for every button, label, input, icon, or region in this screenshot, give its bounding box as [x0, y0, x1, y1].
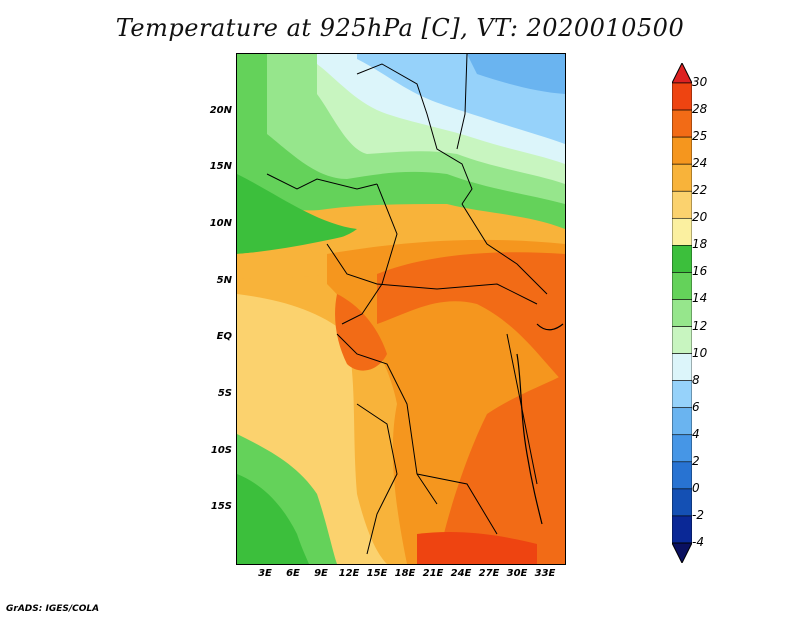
colorbar-bottom-arrow	[672, 542, 692, 563]
lon-label-12e: 12E	[338, 568, 360, 579]
colorbar-label: -2	[692, 507, 704, 522]
lat-label-15s: 15S	[210, 501, 232, 512]
lat-label-5n: 5N	[216, 275, 232, 286]
lon-label-9e: 9E	[314, 568, 328, 579]
lat-label-eq: EQ	[216, 331, 232, 342]
colorbar-label: 14	[692, 291, 708, 306]
colorbar-label: 30	[692, 75, 708, 89]
colorbar-bin	[672, 245, 692, 273]
colorbar-label: 2	[692, 453, 700, 468]
lon-label-27e: 27E	[478, 568, 500, 579]
lon-label-30e: 30E	[506, 568, 528, 579]
colorbar-bin	[672, 434, 692, 463]
colorbar-bin	[672, 272, 692, 300]
colorbar-bin	[672, 461, 692, 490]
lat-label-10s: 10S	[210, 445, 232, 456]
colorbar-bin	[672, 515, 692, 544]
colorbar-bin	[672, 488, 692, 517]
colorbar-top-arrow	[672, 63, 692, 84]
colorbar-label: 12	[692, 318, 708, 333]
colorbar-label: 10	[692, 345, 708, 360]
colorbar-label: 0	[692, 480, 700, 495]
lon-label-33e: 33E	[534, 568, 556, 579]
colorbar-label: 8	[692, 372, 700, 387]
colorbar-label: 25	[692, 129, 708, 144]
lon-label-21e: 21E	[422, 568, 444, 579]
colorbar	[672, 63, 692, 563]
colorbar-label: 20	[692, 210, 708, 225]
map-fields	[237, 54, 565, 564]
lat-label-20n: 20N	[209, 105, 232, 116]
colorbar-bin	[672, 217, 692, 246]
lon-label-3e: 3E	[258, 568, 272, 579]
colorbar-label: 6	[692, 399, 700, 414]
colorbar-bin	[672, 407, 692, 436]
lon-label-6e: 6E	[286, 568, 300, 579]
colorbar-label: 16	[692, 264, 708, 279]
colorbar-bin	[672, 136, 692, 165]
lon-label-18e: 18E	[394, 568, 416, 579]
colorbar-label: 18	[692, 237, 708, 252]
colorbar-bin	[672, 163, 692, 192]
lat-label-15n: 15N	[209, 161, 232, 172]
colorbar-label: 28	[692, 102, 708, 117]
colorbar-bin	[672, 82, 692, 111]
colorbar-bin	[672, 299, 692, 327]
lat-label-5s: 5S	[217, 388, 232, 399]
temperature-map	[236, 53, 566, 565]
colorbar-label: 24	[692, 156, 708, 171]
colorbar-bin	[672, 326, 692, 354]
lon-label-15e: 15E	[366, 568, 388, 579]
colorbar-bin	[672, 190, 692, 219]
chart-title: Temperature at 925hPa [C], VT: 202001050…	[115, 14, 685, 42]
colorbar-bin	[672, 109, 692, 138]
colorbar-label: 4	[692, 426, 700, 441]
grads-credit: GrADS: IGES/COLA	[6, 604, 100, 614]
lon-label-24e: 24E	[450, 568, 472, 579]
colorbar-bin	[672, 380, 692, 409]
colorbar-label: 22	[692, 183, 708, 198]
colorbar-bin	[672, 353, 692, 381]
lat-label-10n: 10N	[209, 218, 232, 229]
colorbar-label: -4	[692, 535, 704, 549]
